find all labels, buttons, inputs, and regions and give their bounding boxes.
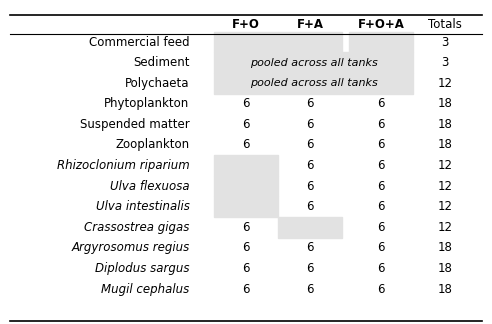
- Bar: [214, 52, 413, 73]
- Text: Diplodus sargus: Diplodus sargus: [95, 262, 189, 275]
- Text: Commercial feed: Commercial feed: [89, 36, 189, 49]
- Bar: [214, 155, 278, 176]
- Text: Mugil cephalus: Mugil cephalus: [101, 283, 189, 295]
- Text: 6: 6: [306, 159, 314, 172]
- Text: 12: 12: [438, 179, 453, 193]
- Bar: [349, 32, 413, 52]
- Text: 6: 6: [306, 97, 314, 110]
- Text: 18: 18: [438, 118, 453, 131]
- Text: 6: 6: [306, 138, 314, 152]
- Text: Ulva intestinalis: Ulva intestinalis: [95, 200, 189, 213]
- Text: Polychaeta: Polychaeta: [125, 77, 189, 90]
- Text: F+A: F+A: [297, 18, 323, 31]
- Text: Argyrosomus regius: Argyrosomus regius: [71, 241, 189, 254]
- Text: F+O: F+O: [232, 18, 260, 31]
- Text: 6: 6: [306, 283, 314, 295]
- Text: 6: 6: [377, 262, 385, 275]
- Text: 6: 6: [377, 159, 385, 172]
- Text: Crassostrea gigas: Crassostrea gigas: [84, 221, 189, 234]
- Text: 6: 6: [377, 179, 385, 193]
- Text: 6: 6: [377, 200, 385, 213]
- Text: 6: 6: [306, 241, 314, 254]
- Text: 6: 6: [306, 200, 314, 213]
- Text: Sediment: Sediment: [133, 56, 189, 69]
- Text: Suspended matter: Suspended matter: [80, 118, 189, 131]
- Text: 18: 18: [438, 97, 453, 110]
- Bar: [278, 217, 342, 237]
- Text: 6: 6: [306, 179, 314, 193]
- Text: 6: 6: [377, 97, 385, 110]
- Text: 6: 6: [242, 241, 250, 254]
- Text: Rhizoclonium riparium: Rhizoclonium riparium: [57, 159, 189, 172]
- Text: 6: 6: [242, 118, 250, 131]
- Text: 3: 3: [442, 36, 449, 49]
- Text: 6: 6: [306, 262, 314, 275]
- Text: 18: 18: [438, 241, 453, 254]
- Text: 6: 6: [377, 221, 385, 234]
- Text: 6: 6: [377, 118, 385, 131]
- Text: 6: 6: [242, 262, 250, 275]
- Bar: [214, 176, 278, 196]
- Text: Ulva flexuosa: Ulva flexuosa: [110, 179, 189, 193]
- Text: 18: 18: [438, 262, 453, 275]
- Text: 6: 6: [306, 118, 314, 131]
- Text: Totals: Totals: [429, 18, 462, 31]
- Text: 6: 6: [242, 221, 250, 234]
- Text: pooled across all tanks: pooled across all tanks: [250, 78, 377, 88]
- Text: 18: 18: [438, 138, 453, 152]
- Bar: [214, 73, 413, 94]
- Text: pooled across all tanks: pooled across all tanks: [250, 58, 377, 68]
- Text: 12: 12: [438, 159, 453, 172]
- Text: 6: 6: [377, 283, 385, 295]
- Text: 6: 6: [242, 283, 250, 295]
- Text: Zooplankton: Zooplankton: [115, 138, 189, 152]
- Text: Phytoplankton: Phytoplankton: [104, 97, 189, 110]
- Text: F+O+A: F+O+A: [358, 18, 405, 31]
- Text: 6: 6: [377, 241, 385, 254]
- Text: 6: 6: [242, 97, 250, 110]
- Text: 6: 6: [242, 138, 250, 152]
- Text: 12: 12: [438, 200, 453, 213]
- Text: 6: 6: [377, 138, 385, 152]
- Text: 3: 3: [442, 56, 449, 69]
- Text: 12: 12: [438, 221, 453, 234]
- Text: 18: 18: [438, 283, 453, 295]
- Bar: [278, 32, 342, 52]
- Bar: [214, 32, 278, 52]
- Text: 12: 12: [438, 77, 453, 90]
- Bar: [214, 196, 278, 217]
